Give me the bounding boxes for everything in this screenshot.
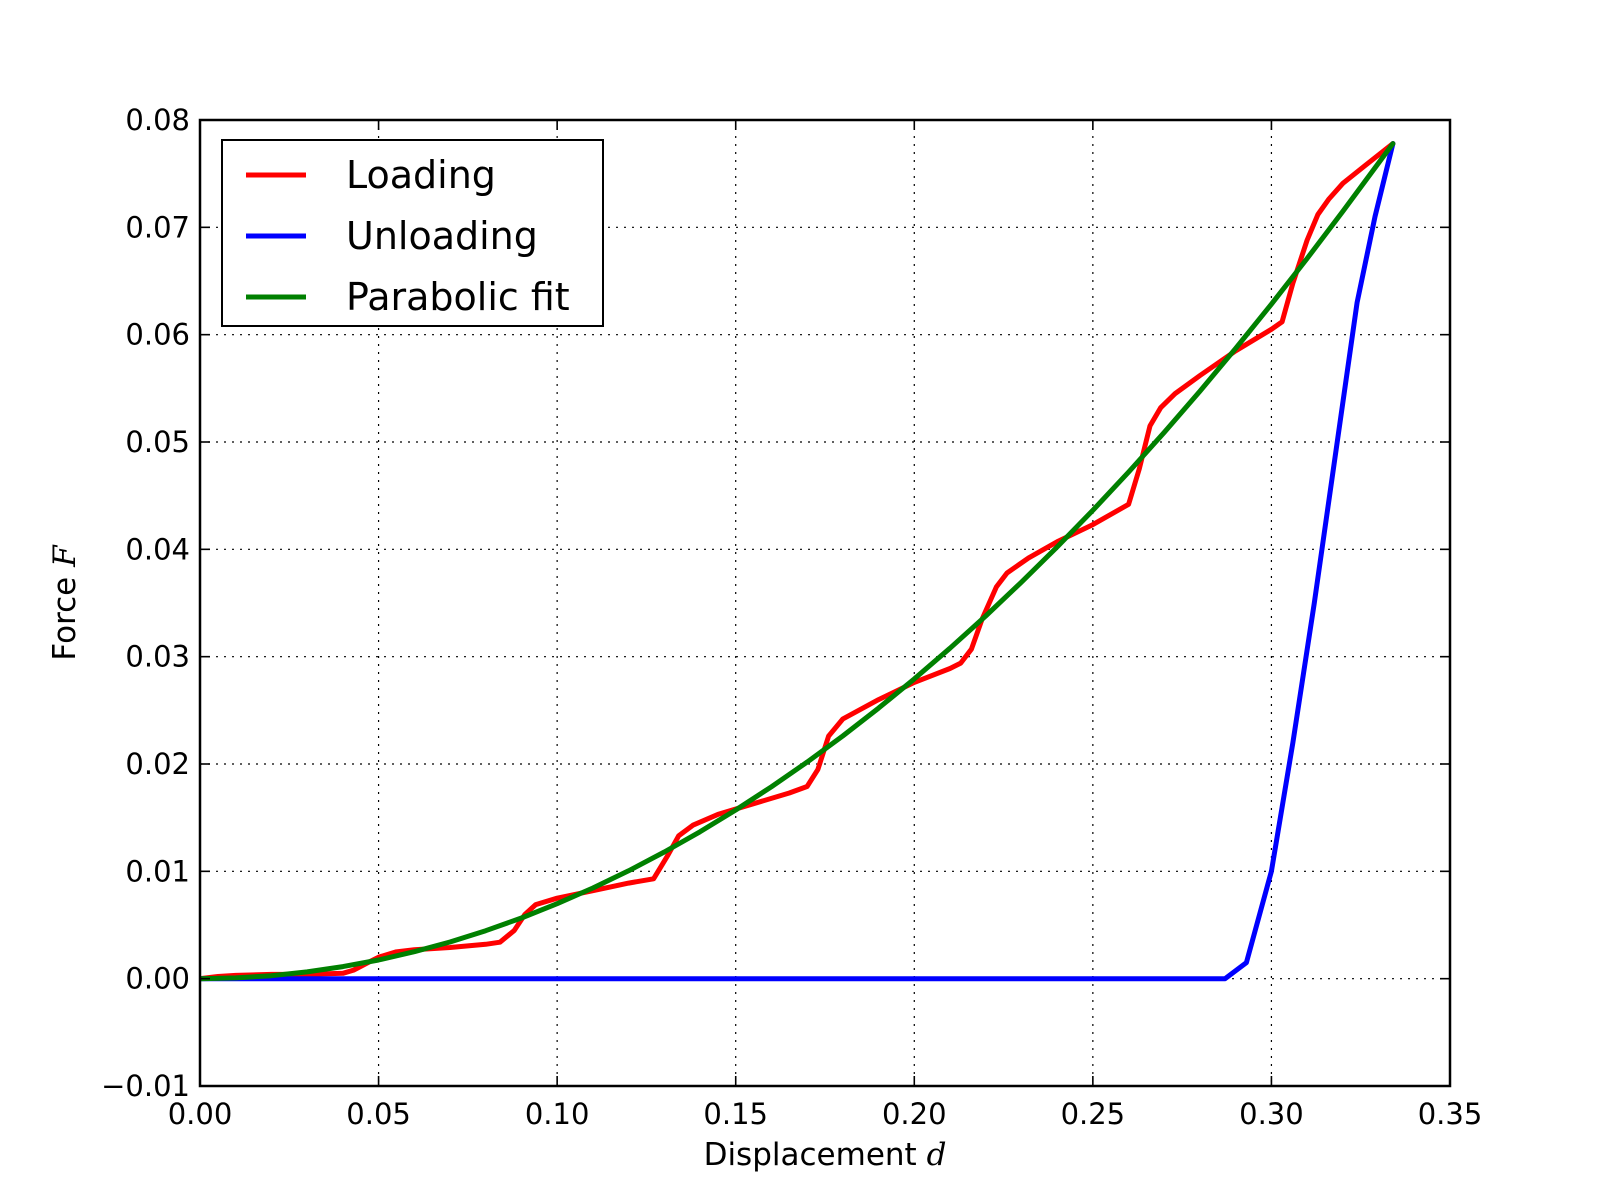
y-tick-label: 0.05 xyxy=(125,425,190,459)
y-tick-label: 0.02 xyxy=(125,747,190,781)
x-tick-label: 0.25 xyxy=(1061,1097,1126,1131)
x-tick-label: 0.15 xyxy=(703,1097,768,1131)
legend-label-loading: Loading xyxy=(346,153,496,197)
y-tick-label: 0.07 xyxy=(125,210,190,244)
series-line-parabolic-fit xyxy=(200,141,1396,982)
y-axis-label: Force F xyxy=(47,544,83,661)
series-line-unloading xyxy=(200,141,1396,982)
y-tick-label: 0.06 xyxy=(125,318,190,352)
y-tick-label: −0.01 xyxy=(101,1069,190,1103)
x-tick-label: 0.10 xyxy=(525,1097,590,1131)
y-tick-label: 0.08 xyxy=(125,103,190,137)
legend-label-parabolic-fit: Parabolic fit xyxy=(346,275,570,319)
x-tick-label: 0.05 xyxy=(346,1097,411,1131)
x-tick-label: 0.20 xyxy=(882,1097,947,1131)
x-axis-label: Displacement d xyxy=(704,1137,947,1173)
y-tick-label: 0.00 xyxy=(125,962,190,996)
legend-label-unloading: Unloading xyxy=(346,214,538,258)
series-group xyxy=(200,141,1396,982)
y-tick-label: 0.01 xyxy=(125,854,190,888)
y-tick-label: 0.03 xyxy=(125,640,190,674)
plot-frame xyxy=(198,118,1452,1088)
x-tick-label: 0.35 xyxy=(1418,1097,1483,1131)
legend: Loading Unloading Parabolic fit xyxy=(221,139,604,327)
y-tick-label: 0.04 xyxy=(125,532,190,566)
x-tick-label: 0.00 xyxy=(168,1097,233,1131)
axis-ticks: 0.00 0.05 0.10 0.15 0.20 0.25 0.30 0.35−0.010.0… xyxy=(101,103,1482,1131)
x-tick-label: 0.30 xyxy=(1239,1097,1304,1131)
